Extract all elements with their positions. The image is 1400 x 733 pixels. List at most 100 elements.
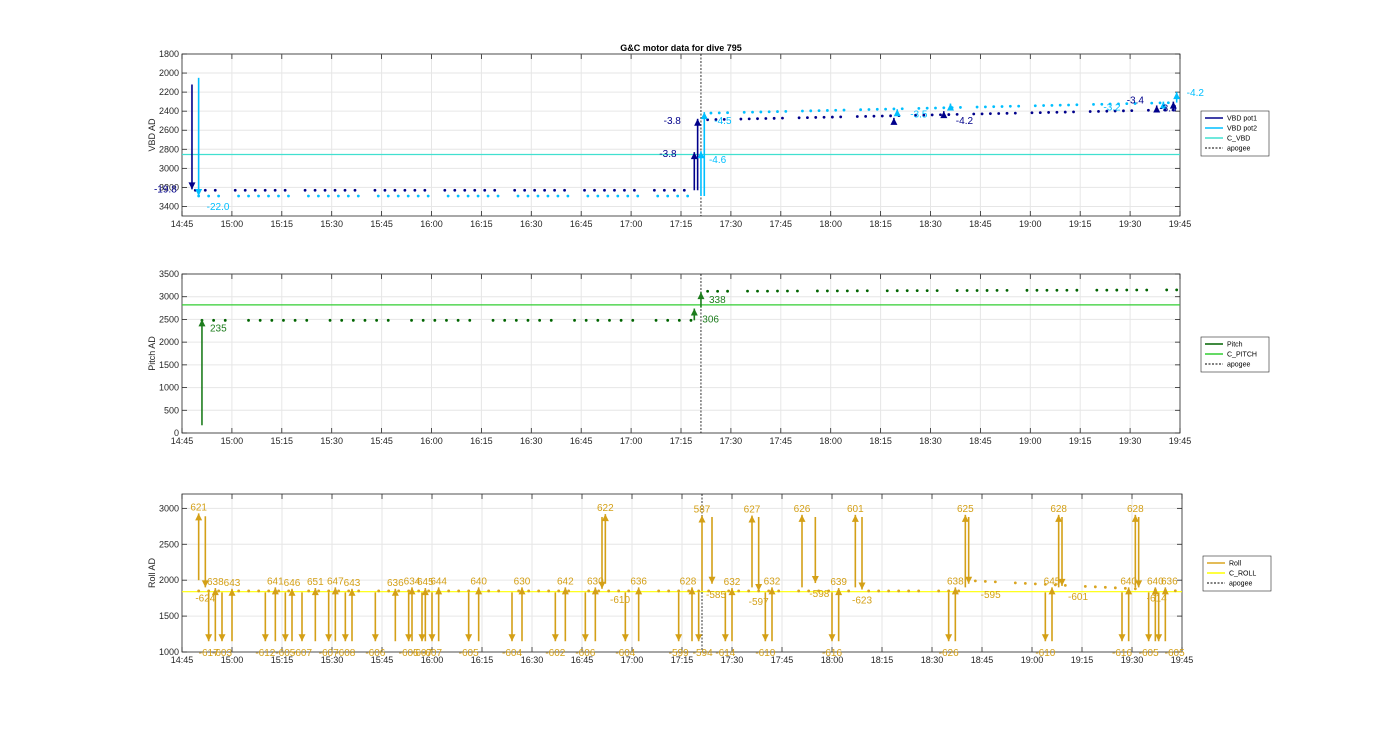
data-point [463,188,467,192]
data-point [834,108,838,112]
data-point [386,194,390,198]
data-point [1058,103,1062,107]
arrow-head [1145,634,1153,642]
x-tick-label: 17:45 [770,219,793,229]
data-point [905,289,909,293]
x-tick-label: 16:30 [520,219,543,229]
data-point [596,194,600,198]
data-point [353,188,357,192]
data-point [383,188,387,192]
y-tick-label: 2000 [159,575,179,585]
arrow-head [697,292,705,300]
data-point [845,289,849,293]
arrow-head [201,580,209,588]
data-point [1030,111,1034,115]
x-tick-label: 17:45 [770,436,793,446]
data-point [453,188,457,192]
data-point [326,194,330,198]
data-point [972,112,976,116]
data-point [407,589,411,593]
arrow-head [1041,634,1049,642]
arrow-head [331,587,339,595]
data-point [915,289,919,293]
data-point [514,318,518,322]
arrow-label: 651 [307,577,324,588]
data-point [1005,111,1009,115]
arrow-label: -612 [255,648,275,659]
data-point [985,289,989,292]
arrow-label: 644 [430,576,447,587]
x-tick-label: 15:45 [370,436,393,446]
data-point [583,188,586,192]
data-point [197,589,201,593]
panel-pitch: 14:45 15:00 15:15 15:30 15:45 16:00 16:15 16:30… [147,269,1270,446]
data-point [1145,288,1149,292]
arrow-head [1125,587,1133,595]
data-point [427,589,431,593]
data-point [992,105,996,109]
arrow-label: 625 [957,504,974,515]
arrow-head [428,634,436,642]
arrow-head [755,583,763,591]
data-point [468,318,472,322]
y-axis-label: Pitch AD [147,336,157,371]
arrow-label: -598 [809,589,829,600]
arrow-label: 306 [702,315,719,326]
data-point [965,289,969,292]
data-point [747,117,751,121]
data-point [237,589,241,593]
data-point [935,289,939,292]
data-point [1146,108,1150,112]
data-point [726,289,729,293]
y-tick-label: 1800 [159,49,179,59]
arrow-label: 645 [1044,576,1061,587]
data-point [212,318,216,322]
data-point [1063,583,1067,587]
data-point [806,116,809,120]
arrow-label: 627 [744,505,761,516]
data-point [1045,288,1049,292]
arrow-head [811,576,819,584]
x-tick-label: 17:00 [621,655,644,665]
x-tick-label: 18:00 [819,436,842,446]
data-point [596,318,600,322]
legend-label: C_ROLL [1229,571,1256,578]
data-point [543,188,547,192]
arrow-head [261,634,269,642]
data-point [1117,102,1120,106]
arrow-label: -603 [212,648,232,659]
data-point [556,194,560,198]
x-tick-label: 15:30 [320,219,343,229]
data-point [533,188,537,192]
arrow-label: 628 [680,576,697,587]
data-point [597,589,601,593]
data-point [722,117,726,121]
data-point [328,318,332,322]
arrow-label: -616 [1112,648,1132,659]
arrow-label: -597 [749,597,769,608]
data-point [447,589,451,593]
data-point [483,188,487,192]
data-point [814,116,818,119]
x-tick-label: 16:30 [521,655,544,665]
arrow-label: -623 [852,596,872,607]
arrow-head [961,514,969,522]
x-tick-label: 18:45 [971,655,994,665]
arrow-head [371,634,379,642]
data-point [801,109,804,113]
x-tick-label: 18:45 [969,219,992,229]
arrow-label: 630 [514,576,531,587]
arrow-head [418,634,426,642]
data-point [914,113,917,117]
data-point [1103,585,1107,589]
arrow-label: -3.4 [1127,95,1145,106]
data-point [825,289,829,293]
data-point [253,188,257,192]
y-tick-label: 2200 [159,87,179,97]
y-tick-label: 2500 [159,314,179,324]
data-point [957,589,961,593]
x-tick-label: 17:45 [771,655,794,665]
data-point [822,115,826,119]
arrow-head [940,111,948,119]
data-point [809,109,813,113]
